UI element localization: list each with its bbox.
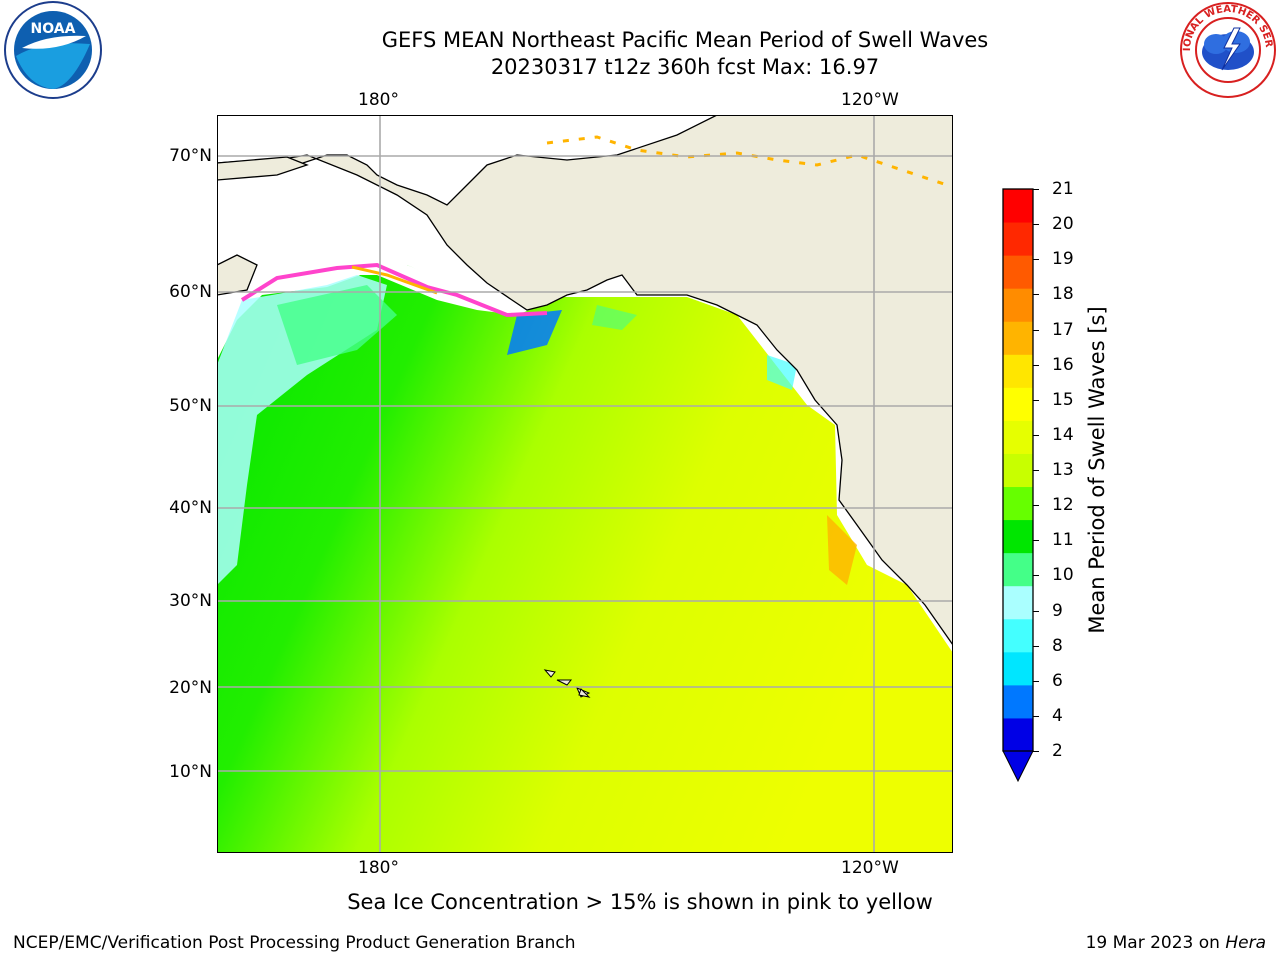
hawaii-island-kauai: [543, 669, 556, 678]
colorbar-tick-label: 20: [1052, 214, 1074, 235]
noaa-logo-text: NOAA: [31, 21, 76, 37]
swell-region-green: [277, 285, 397, 365]
lat-label-20n: 20°N: [169, 678, 212, 698]
colorbar-tick-label: 19: [1052, 249, 1074, 270]
colorbar-swatch: [1003, 552, 1033, 587]
colorbar-swatch: [1003, 717, 1033, 752]
lon-label-top-120w: 120°W: [841, 90, 899, 110]
colorbar-swatch: [1003, 453, 1033, 488]
colorbar-tick-label: 21: [1052, 179, 1074, 199]
north-america-land: [217, 115, 953, 647]
colorbar-label: Mean Period of Swell Waves [s]: [1085, 306, 1109, 634]
colorbar-swatch: [1003, 585, 1033, 620]
colorbar-tick-mark: [1033, 470, 1039, 471]
colorbar-tick-mark: [1033, 575, 1039, 577]
colorbar-tick-label: 15: [1052, 389, 1074, 410]
map-frame: [217, 115, 953, 853]
colorbar-swatch: [1003, 519, 1033, 554]
colorbar-tick-mark: [1033, 364, 1039, 366]
colorbar-tick-mark: [1033, 751, 1039, 752]
colorbar-tick-label: 4: [1052, 705, 1063, 726]
colorbar-swatch: [1003, 255, 1033, 289]
lat-label-50n: 50°N: [169, 396, 212, 416]
colorbar-tick-mark: [1033, 399, 1039, 401]
colorbar-tick-mark: [1033, 645, 1039, 647]
colorbar-tick-mark: [1033, 540, 1039, 542]
map-panel: [217, 115, 953, 853]
siberia-land: [217, 156, 309, 181]
colorbar-swatch: [1003, 486, 1033, 521]
colorbar-tick-mark: [1033, 189, 1039, 190]
short-period-region: [217, 275, 387, 585]
colorbar-tick-mark: [1033, 329, 1039, 331]
hawaii-island-hawaii: [578, 688, 591, 698]
lon-label-top-180: 180°: [358, 90, 399, 110]
lon-label-bottom-180: 180°: [358, 858, 399, 878]
colorbar-tick-label: 14: [1052, 424, 1074, 445]
colorbar-tick-label: 12: [1052, 495, 1074, 516]
colorbar-tick-mark: [1033, 224, 1039, 226]
colorbar-tick-label: 18: [1052, 284, 1074, 305]
sea-ice-edge-pink: [240, 262, 548, 318]
colorbar-swatch: [1003, 321, 1033, 355]
sea-ice-edge-orange: [351, 265, 438, 295]
lat-label-30n: 30°N: [169, 591, 212, 611]
colorbar-tick-mark: [1033, 610, 1039, 612]
lat-label-10n: 10°N: [169, 762, 212, 782]
colorbar-swatch: [1003, 288, 1033, 322]
footer-host: Hera: [1225, 933, 1266, 953]
colorbar-tick-label: 6: [1052, 670, 1063, 691]
bay-short-period: [507, 310, 562, 355]
colorbar-swatch: [1003, 387, 1033, 421]
colorbar-tick-label: 13: [1052, 460, 1074, 480]
colorbar-swatch: [1003, 354, 1033, 388]
graticule: [217, 115, 953, 853]
swell-period-field: [217, 265, 953, 853]
colorbar-extend-arrow: [1002, 750, 1034, 783]
noaa-logo: NOAA: [4, 1, 102, 99]
colorbar: [1002, 188, 1034, 783]
footer-org: NCEP/EMC/Verification Post Processing Pr…: [13, 933, 576, 953]
colorbar-swatch: [1003, 684, 1033, 719]
sea-ice-caption: Sea Ice Concentration > 15% is shown in …: [347, 890, 933, 914]
hawaii-island-oahu: [556, 679, 573, 686]
kamchatka-land: [217, 254, 258, 296]
footer-date-text: 19 Mar 2023 on: [1085, 933, 1226, 953]
colorbar-swatch: [1003, 651, 1033, 686]
colorbar-tick-label: 17: [1052, 319, 1074, 340]
colorbar-swatch: [1003, 189, 1033, 223]
colorbar-swatch: [1003, 420, 1033, 454]
colorbar-tick-mark: [1033, 434, 1039, 436]
long-period-patch: [827, 515, 857, 585]
map-subtitle: 20230317 t12z 360h fcst Max: 16.97: [490, 55, 880, 79]
colorbar-tick-mark: [1033, 294, 1039, 296]
colorbar-swatch: [1003, 618, 1033, 653]
lat-label-70n: 70°N: [169, 146, 212, 166]
colorbar-tick-label: 16: [1052, 354, 1074, 375]
colorbar-tick-label: 2: [1052, 741, 1063, 761]
gulf-swell-patch: [592, 305, 637, 330]
colorbar-tick-label: 10: [1052, 565, 1074, 586]
coastal-swell-patch: [767, 355, 797, 390]
colorbar-tick-mark: [1033, 505, 1039, 507]
lon-label-bottom-120w: 120°W: [841, 858, 899, 878]
nws-logo: NATIONAL WEATHER SERVICE: [1178, 0, 1276, 98]
lat-label-40n: 40°N: [169, 498, 212, 518]
colorbar-tick-label: 11: [1052, 530, 1074, 551]
colorbar-tick-mark: [1033, 680, 1039, 682]
lat-label-60n: 60°N: [169, 282, 212, 302]
colorbar-tick-label: 9: [1052, 600, 1063, 621]
footer-date: 19 Mar 2023 on Hera: [1086, 933, 1266, 953]
colorbar-tick-mark: [1033, 259, 1039, 261]
colorbar-tick-mark: [1033, 715, 1039, 717]
colorbar-tick-label: 8: [1052, 635, 1063, 656]
map-title: GEFS MEAN Northeast Pacific Mean Period …: [381, 28, 989, 52]
colorbar-swatch: [1003, 222, 1033, 256]
